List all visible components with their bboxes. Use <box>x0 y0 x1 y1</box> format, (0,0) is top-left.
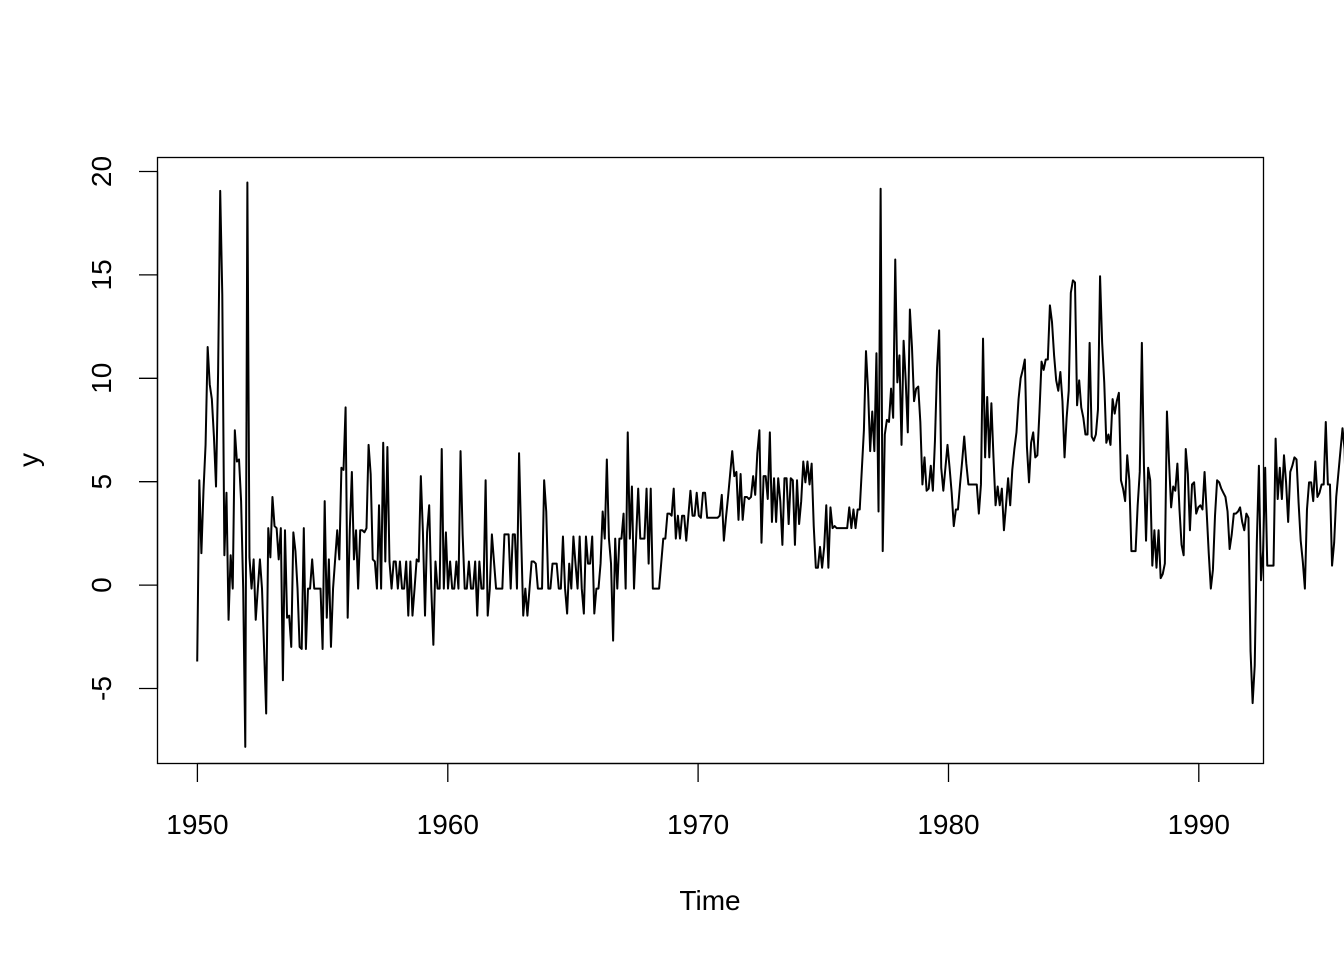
y-tick-label: 0 <box>86 577 117 593</box>
series-line <box>196 181 1344 748</box>
y-tick-label: 20 <box>86 156 117 187</box>
plot-box <box>156 156 1265 765</box>
x-axis-title: Time <box>679 885 740 916</box>
x-tick-label: 1960 <box>417 809 479 840</box>
x-tick-label: 1980 <box>917 809 979 840</box>
y-tick-label: -5 <box>86 676 117 701</box>
y-tick-label: 5 <box>86 474 117 490</box>
x-tick-label: 1970 <box>667 809 729 840</box>
y-axis: -5 0 5 10 15 20 <box>86 156 159 701</box>
x-axis: 1950 1960 1970 1980 1990 <box>166 762 1230 840</box>
y-tick-label: 15 <box>86 259 117 290</box>
y-axis-title: y <box>13 453 44 467</box>
y-tick-label: 10 <box>86 363 117 394</box>
x-tick-label: 1990 <box>1168 809 1230 840</box>
x-tick-label: 1950 <box>166 809 228 840</box>
